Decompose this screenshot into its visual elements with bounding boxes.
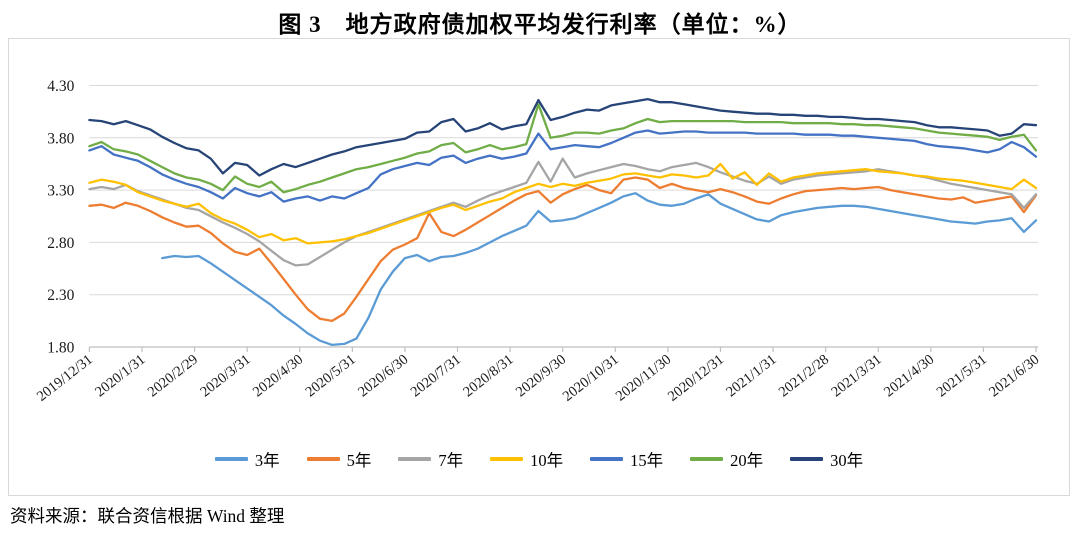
legend-line-swatch	[490, 457, 524, 461]
legend-item-1: 5年	[306, 447, 372, 471]
x-tick-label: 2020/12/31	[665, 352, 727, 405]
series-line-5	[88, 103, 1038, 194]
y-tick-label: 4.30	[47, 78, 74, 95]
legend-label: 3年	[254, 451, 280, 470]
x-tick-label: 2020/6/30	[355, 352, 411, 401]
x-tick-label: 2020/7/31	[408, 352, 464, 401]
legend-item-2: 7年	[398, 447, 463, 471]
x-tick-label: 2020/2/29	[145, 352, 201, 401]
series-line-6	[88, 97, 1038, 177]
legend-line-swatch	[214, 457, 248, 461]
y-tick-label: 3.80	[47, 130, 74, 147]
series-line-3	[88, 162, 1038, 245]
legend-item-5: 20年	[690, 447, 763, 471]
x-tick-label: 2020/4/30	[250, 352, 306, 401]
x-tick-label: 2021/1/31	[723, 352, 779, 401]
rate-line-chart: 4.303.803.302.802.301.802019/12/312020/1…	[34, 78, 1043, 405]
x-tick-label: 2020/8/31	[460, 352, 516, 401]
source-note: 资料来源：联合资信根据 Wind 整理	[10, 506, 285, 526]
legend: 3年 5年 7年 10年 15年 20年 30年	[9, 447, 1069, 471]
x-tick-label: 2019/12/31	[34, 352, 96, 405]
legend-label: 7年	[438, 451, 464, 470]
legend-item-3: 10年	[490, 447, 563, 471]
series-line-2	[88, 157, 1038, 267]
series-line-4	[88, 129, 1038, 203]
x-tick-label: 2020/3/31	[197, 352, 253, 401]
legend-line-swatch	[306, 457, 340, 461]
x-tick-label: 2021/3/31	[829, 352, 885, 401]
series-line-0	[161, 192, 1038, 347]
legend-label: 5年	[346, 451, 372, 470]
chart-area: 4.30 3.80 3.30 2.80 2.30 1.80 2019/12/31 2020/1…	[8, 38, 1070, 496]
x-tick-label: 2020/5/31	[303, 352, 359, 401]
x-tick-label: 2020/11/30	[613, 352, 674, 405]
legend-line-swatch	[398, 457, 432, 461]
legend-line-swatch	[790, 457, 824, 461]
legend-line-swatch	[590, 457, 624, 461]
legend-item-0: 3年	[214, 447, 280, 471]
x-tick-label: 2021/4/30	[881, 352, 937, 401]
x-tick-label: 2020/1/31	[92, 352, 148, 401]
legend-label: 15年	[630, 451, 664, 470]
legend-label: 30年	[830, 451, 864, 470]
legend-label: 20年	[730, 451, 764, 470]
legend-item-4: 15年	[590, 447, 663, 471]
x-tick-label: 2021/2/28	[776, 352, 832, 401]
y-tick-label: 2.30	[47, 287, 74, 304]
y-tick-label: 3.30	[47, 183, 74, 200]
x-tick-label: 2021/5/31	[934, 352, 990, 401]
x-tick-label: 2021/6/30	[986, 352, 1042, 401]
x-tick-label: 2020/10/31	[560, 352, 622, 405]
chart-title: 图 3 地方政府债加权平均发行利率（单位：%）	[278, 12, 802, 37]
y-tick-label: 2.80	[47, 235, 74, 252]
legend-line-swatch	[690, 457, 724, 461]
series-line-1	[88, 176, 1038, 323]
legend-item-6: 30年	[790, 447, 863, 471]
y-tick-label: 1.80	[47, 340, 74, 357]
legend-label: 10年	[530, 451, 564, 470]
